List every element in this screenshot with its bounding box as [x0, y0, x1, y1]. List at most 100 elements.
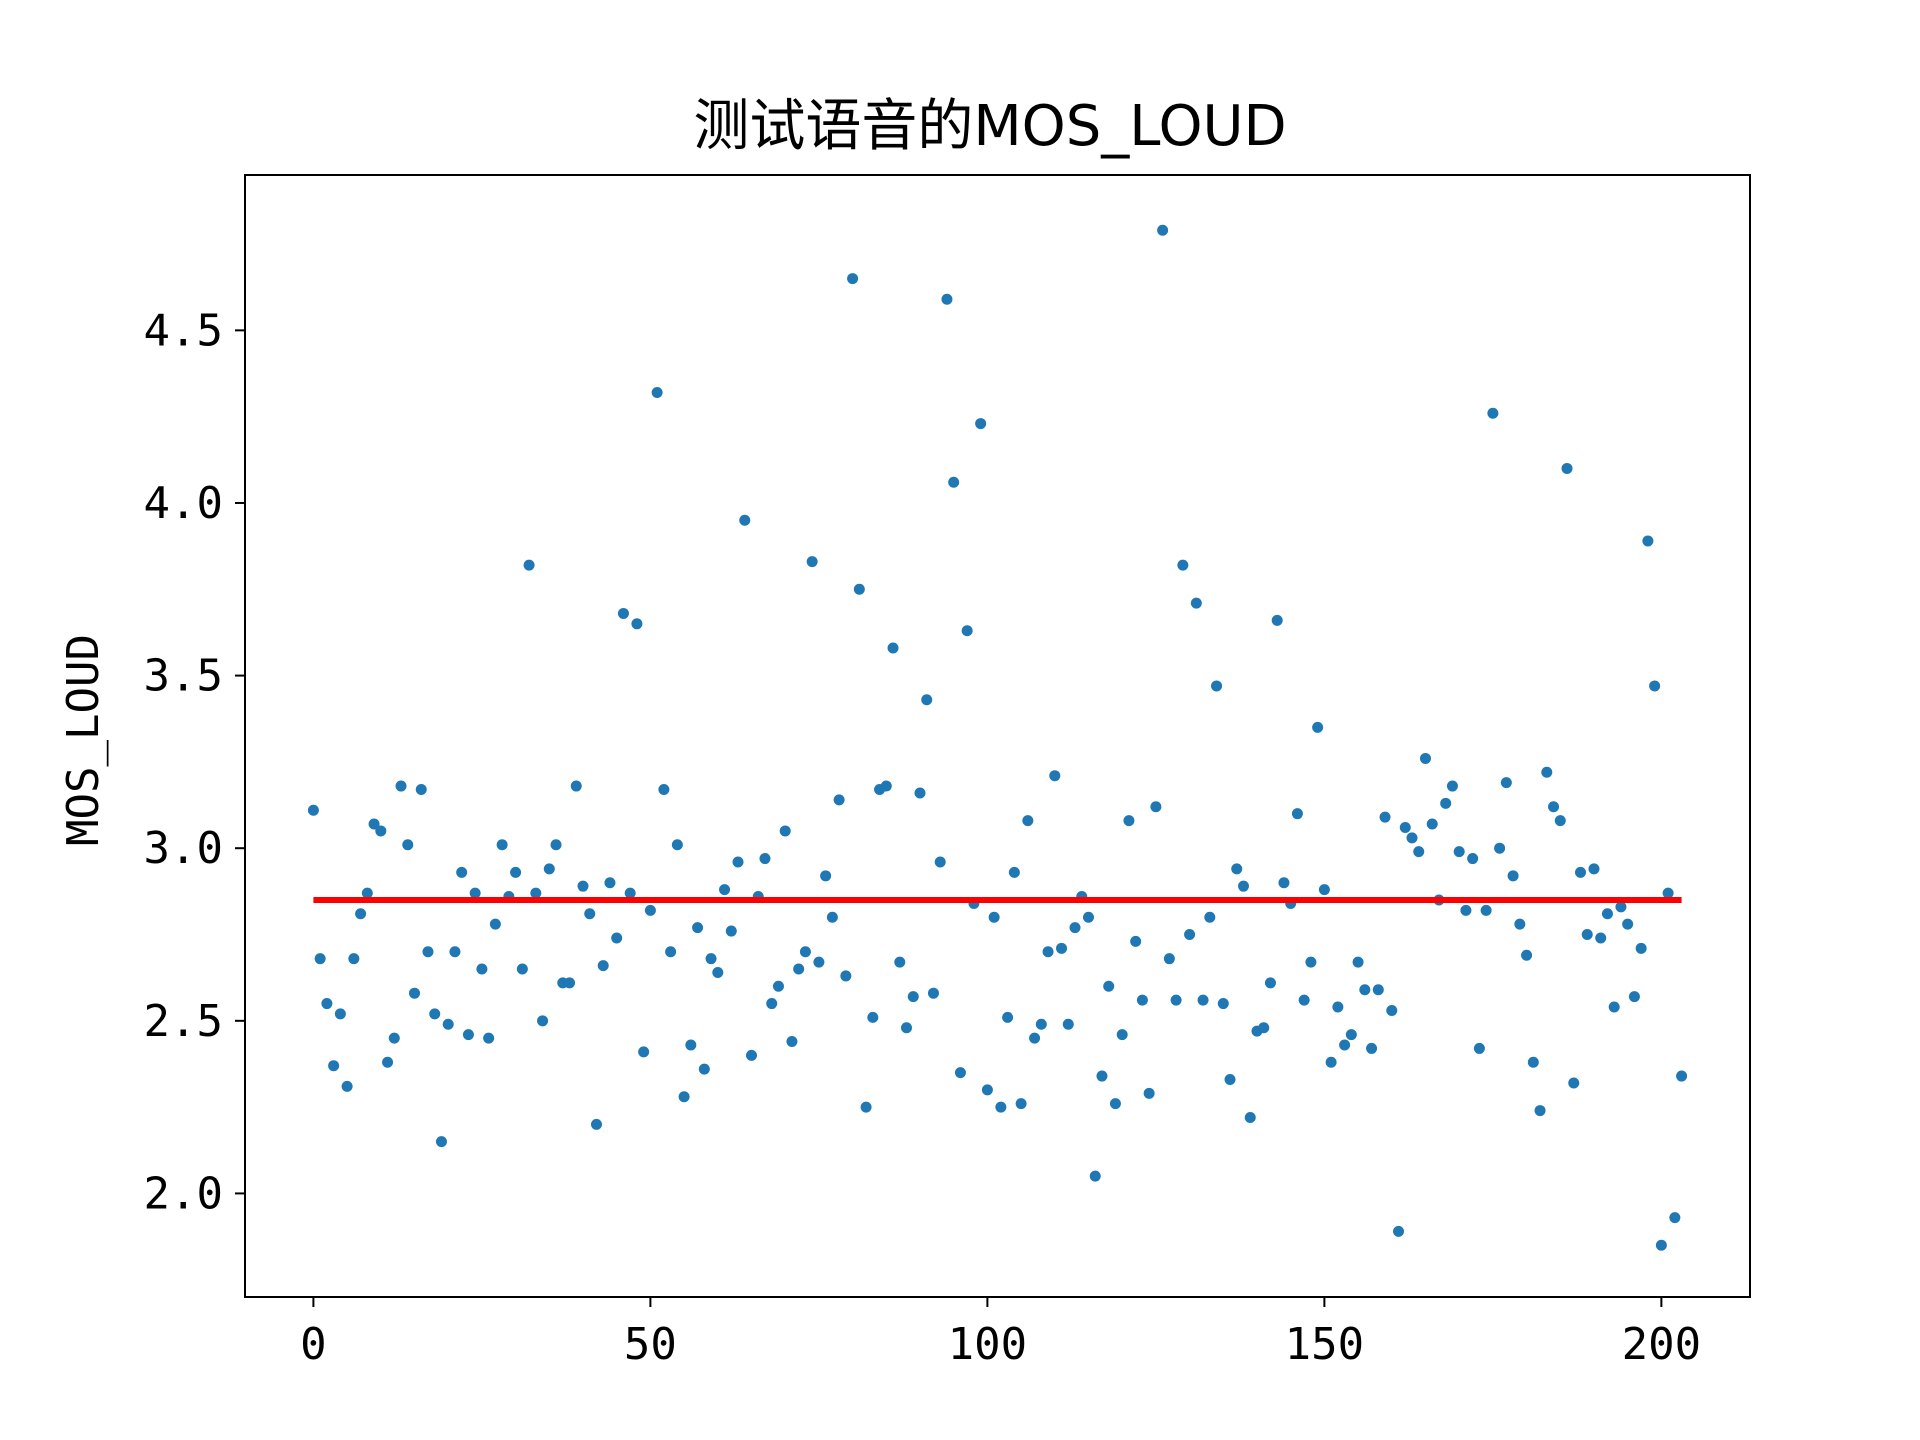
data-point — [617, 607, 629, 619]
chart-title: 测试语音的MOS_LOUD — [693, 94, 1286, 159]
data-point — [651, 386, 663, 398]
data-point — [1204, 911, 1216, 923]
data-point — [1069, 922, 1081, 934]
data-point — [847, 273, 859, 285]
data-point — [745, 1049, 757, 1061]
data-point — [1224, 1074, 1236, 1086]
data-point — [799, 946, 811, 958]
data-point — [867, 1011, 879, 1023]
data-point — [1150, 801, 1162, 813]
data-point — [644, 904, 656, 916]
data-point — [1608, 1001, 1620, 1013]
data-point — [307, 804, 319, 816]
data-point — [638, 1046, 650, 1058]
data-point — [927, 987, 939, 999]
data-point — [1662, 887, 1674, 899]
data-point — [665, 946, 677, 958]
data-point — [388, 1032, 400, 1044]
data-point — [1062, 1018, 1074, 1030]
data-point — [1386, 1004, 1398, 1016]
data-point — [1264, 977, 1276, 989]
data-point — [820, 870, 832, 882]
data-point — [523, 559, 535, 571]
data-point — [988, 911, 1000, 923]
data-point — [975, 418, 987, 430]
data-point — [496, 839, 508, 851]
data-point — [429, 1008, 441, 1020]
data-point — [442, 1018, 454, 1030]
y-tick-label: 2.0 — [144, 1168, 223, 1219]
data-point — [1190, 597, 1202, 609]
data-point — [1298, 994, 1310, 1006]
data-point — [1049, 770, 1061, 782]
data-point — [449, 946, 461, 958]
data-point — [793, 963, 805, 975]
data-point — [348, 953, 360, 965]
data-point — [1244, 1111, 1256, 1123]
data-point — [678, 1091, 690, 1103]
data-point — [1595, 932, 1607, 944]
data-point — [1622, 918, 1634, 930]
data-point — [853, 583, 865, 595]
data-point — [692, 922, 704, 934]
data-point — [597, 960, 609, 972]
data-point — [456, 866, 468, 878]
data-point — [1184, 929, 1196, 941]
data-point — [1413, 846, 1425, 858]
data-point — [712, 966, 724, 978]
data-point — [907, 991, 919, 1003]
x-tick-label: 0 — [300, 1319, 327, 1370]
data-point — [1507, 870, 1519, 882]
x-tick-label: 200 — [1622, 1319, 1701, 1370]
data-point — [510, 866, 522, 878]
data-point — [631, 618, 643, 630]
data-point — [1082, 911, 1094, 923]
data-point — [806, 556, 818, 568]
data-point — [1345, 1029, 1357, 1041]
data-point — [1494, 842, 1506, 854]
data-point — [435, 1136, 447, 1148]
plot-area: 0 50 100 150 200 2.0 2.5 3.0 3.5 4.0 4.5 — [144, 174, 1751, 1370]
data-point — [1649, 680, 1661, 692]
data-point — [1332, 1001, 1344, 1013]
data-point — [995, 1101, 1007, 1113]
data-point — [914, 787, 926, 799]
y-tick-label: 4.5 — [144, 305, 223, 356]
data-point — [1548, 801, 1560, 813]
data-point — [1393, 1225, 1405, 1237]
data-point — [382, 1056, 394, 1068]
data-point — [368, 818, 380, 830]
data-point — [766, 998, 778, 1010]
data-point — [840, 970, 852, 982]
data-point — [671, 839, 683, 851]
data-point — [402, 839, 414, 851]
data-point — [1109, 1098, 1121, 1110]
data-point — [1527, 1056, 1539, 1068]
data-point — [698, 1063, 710, 1075]
data-point — [901, 1022, 913, 1034]
data-point — [1089, 1170, 1101, 1182]
y-axis-label: MOS_LOUD — [58, 634, 109, 846]
data-point — [1453, 846, 1465, 858]
data-point — [1130, 935, 1142, 947]
data-point — [1022, 815, 1034, 827]
data-point — [1554, 815, 1566, 827]
data-point — [1359, 984, 1371, 996]
data-point — [1177, 559, 1189, 571]
data-point — [1574, 866, 1586, 878]
data-point — [1473, 1042, 1485, 1054]
data-point — [1103, 980, 1115, 992]
data-point — [584, 908, 596, 920]
data-point — [1500, 777, 1512, 789]
data-point — [334, 1008, 346, 1020]
data-point — [409, 987, 421, 999]
data-point — [1312, 721, 1324, 733]
data-point — [894, 956, 906, 968]
data-point — [921, 694, 933, 706]
data-point — [1352, 956, 1364, 968]
x-tick-label: 50 — [624, 1319, 677, 1370]
data-point — [1197, 994, 1209, 1006]
data-point — [469, 887, 481, 899]
